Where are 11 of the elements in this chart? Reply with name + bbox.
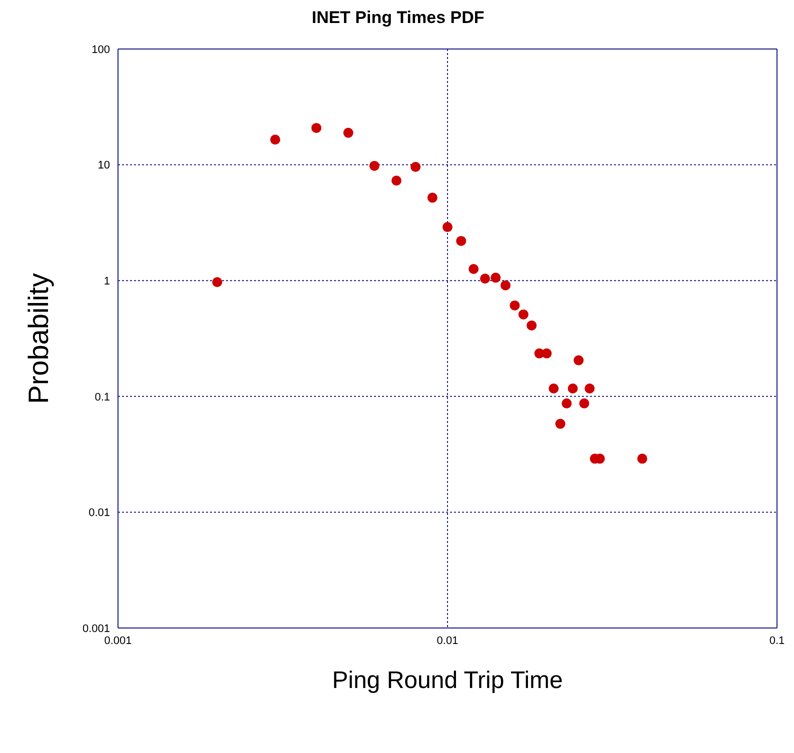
- x-tick-label: 0.01: [436, 634, 458, 647]
- y-tick-label: 0.1: [94, 391, 110, 404]
- chart-title: INET Ping Times PDF: [310, 8, 486, 28]
- y-tick-label: 0.01: [88, 507, 110, 520]
- x-tick-label: 0.1: [769, 634, 785, 647]
- y-tick-label: 0.001: [82, 622, 110, 635]
- y-axis-title: Probability: [22, 273, 54, 404]
- y-tick-label: 1: [104, 276, 110, 288]
- x-axis-title: Ping Round Trip Time: [332, 667, 563, 694]
- y-tick-label: 10: [98, 160, 110, 172]
- y-tick-label: 100: [92, 44, 110, 56]
